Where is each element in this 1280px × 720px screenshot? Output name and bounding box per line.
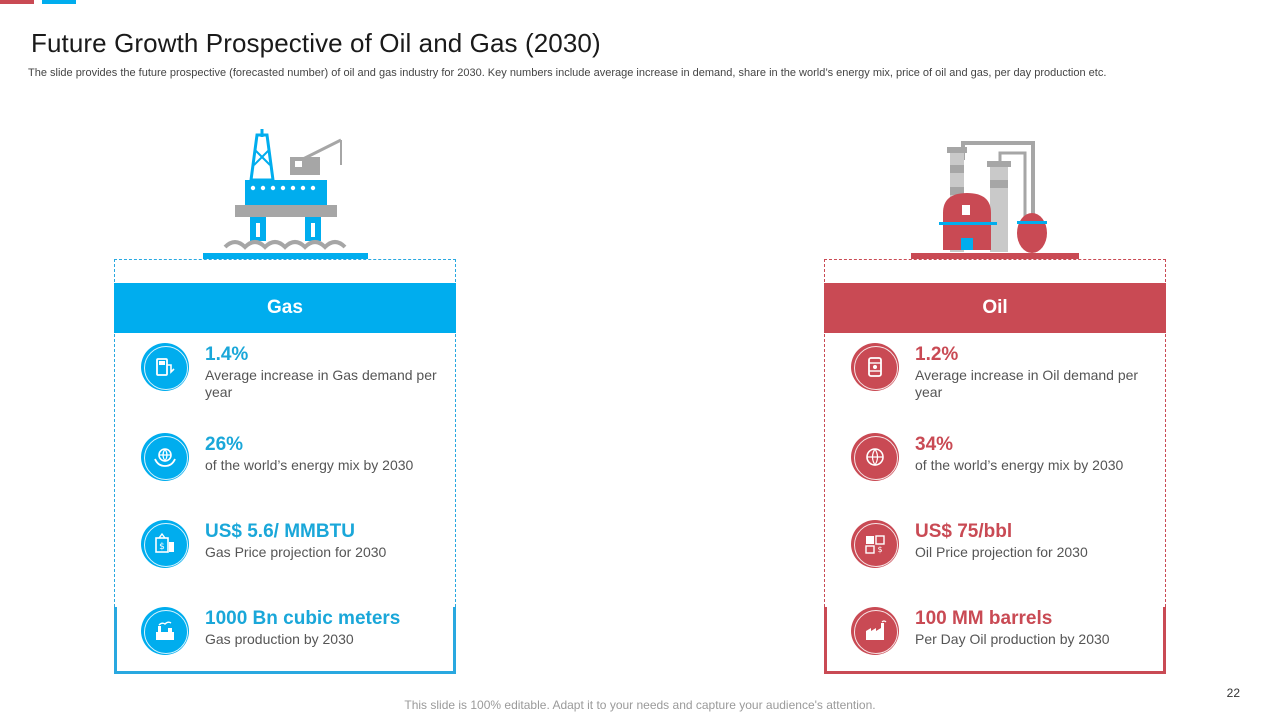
gas-price-value: US$ 5.6/ MMBTU	[205, 521, 355, 542]
oil-energy-mix-value: 34%	[915, 434, 954, 455]
gas-price-desc: Gas Price projection for 2030	[205, 544, 387, 560]
gas-panel-frame	[114, 607, 456, 674]
gas-energy-mix-value: 26%	[205, 434, 244, 455]
globe-icon	[851, 433, 899, 481]
svg-text:$: $	[159, 542, 165, 552]
price-icon: $	[851, 520, 899, 568]
oil-panel-frame	[824, 607, 1166, 674]
oil-panel: Oil 1.2% Average increase in Oil demand …	[824, 259, 1166, 674]
oil-price-item: $ US$ 75/bbl Oil Price projection for 20…	[851, 520, 1151, 580]
page-number: 22	[1226, 686, 1240, 700]
footer-note: This slide is 100% editable. Adapt it to…	[404, 698, 876, 712]
gas-demand-desc: Average increase in Gas demand per year	[205, 367, 437, 400]
oil-production-value: 100 MM barrels	[915, 608, 1053, 629]
oil-barrel-icon	[851, 343, 899, 391]
oil-demand-item: 1.2% Average increase in Oil demand per …	[851, 343, 1151, 403]
oil-panel-outline	[824, 259, 1166, 607]
oil-demand-desc: Average increase in Oil demand per year	[915, 367, 1139, 400]
oil-production-item: 100 MM barrels Per Day Oil production by…	[851, 607, 1151, 667]
offshore-rig-illustration	[203, 129, 368, 259]
oil-energy-mix-desc: of the world’s energy mix by 2030	[915, 457, 1124, 473]
top-accent-red	[0, 0, 34, 4]
oil-production-desc: Per Day Oil production by 2030	[915, 631, 1110, 647]
oil-energy-mix-item: 34% of the world’s energy mix by 2030	[851, 433, 1151, 493]
slide-title: Future Growth Prospective of Oil and Gas…	[31, 28, 601, 58]
svg-text:$: $	[877, 545, 882, 554]
gas-production-value: 1000 Bn cubic meters	[205, 608, 401, 629]
slide-subtitle: The slide provides the future prospectiv…	[28, 67, 1107, 79]
gas-plant-icon	[141, 607, 189, 655]
price-tag-icon: $	[141, 520, 189, 568]
gas-panel: Gas 1.4% Average increase in Gas demand …	[114, 259, 456, 674]
gas-header: Gas	[114, 283, 456, 333]
oil-header: Oil	[824, 283, 1166, 333]
gas-energy-mix-desc: of the world’s energy mix by 2030	[205, 457, 414, 473]
oil-price-desc: Oil Price projection for 2030	[915, 544, 1088, 560]
factory-icon	[851, 607, 899, 655]
top-accent-blue	[42, 0, 76, 4]
gas-energy-mix-item: 26% of the world’s energy mix by 2030	[141, 433, 441, 493]
refinery-illustration	[911, 141, 1079, 259]
oil-demand-value: 1.2%	[915, 344, 959, 365]
oil-price-value: US$ 75/bbl	[915, 521, 1013, 542]
gas-price-item: $ US$ 5.6/ MMBTU Gas Price projection fo…	[141, 520, 441, 580]
gas-production-item: 1000 Bn cubic meters Gas production by 2…	[141, 607, 441, 667]
gas-panel-outline	[114, 259, 456, 607]
gas-pump-icon	[141, 343, 189, 391]
globe-hands-icon	[141, 433, 189, 481]
gas-demand-value: 1.4%	[205, 344, 249, 365]
gas-production-desc: Gas production by 2030	[205, 631, 354, 647]
gas-demand-item: 1.4% Average increase in Gas demand per …	[141, 343, 441, 403]
